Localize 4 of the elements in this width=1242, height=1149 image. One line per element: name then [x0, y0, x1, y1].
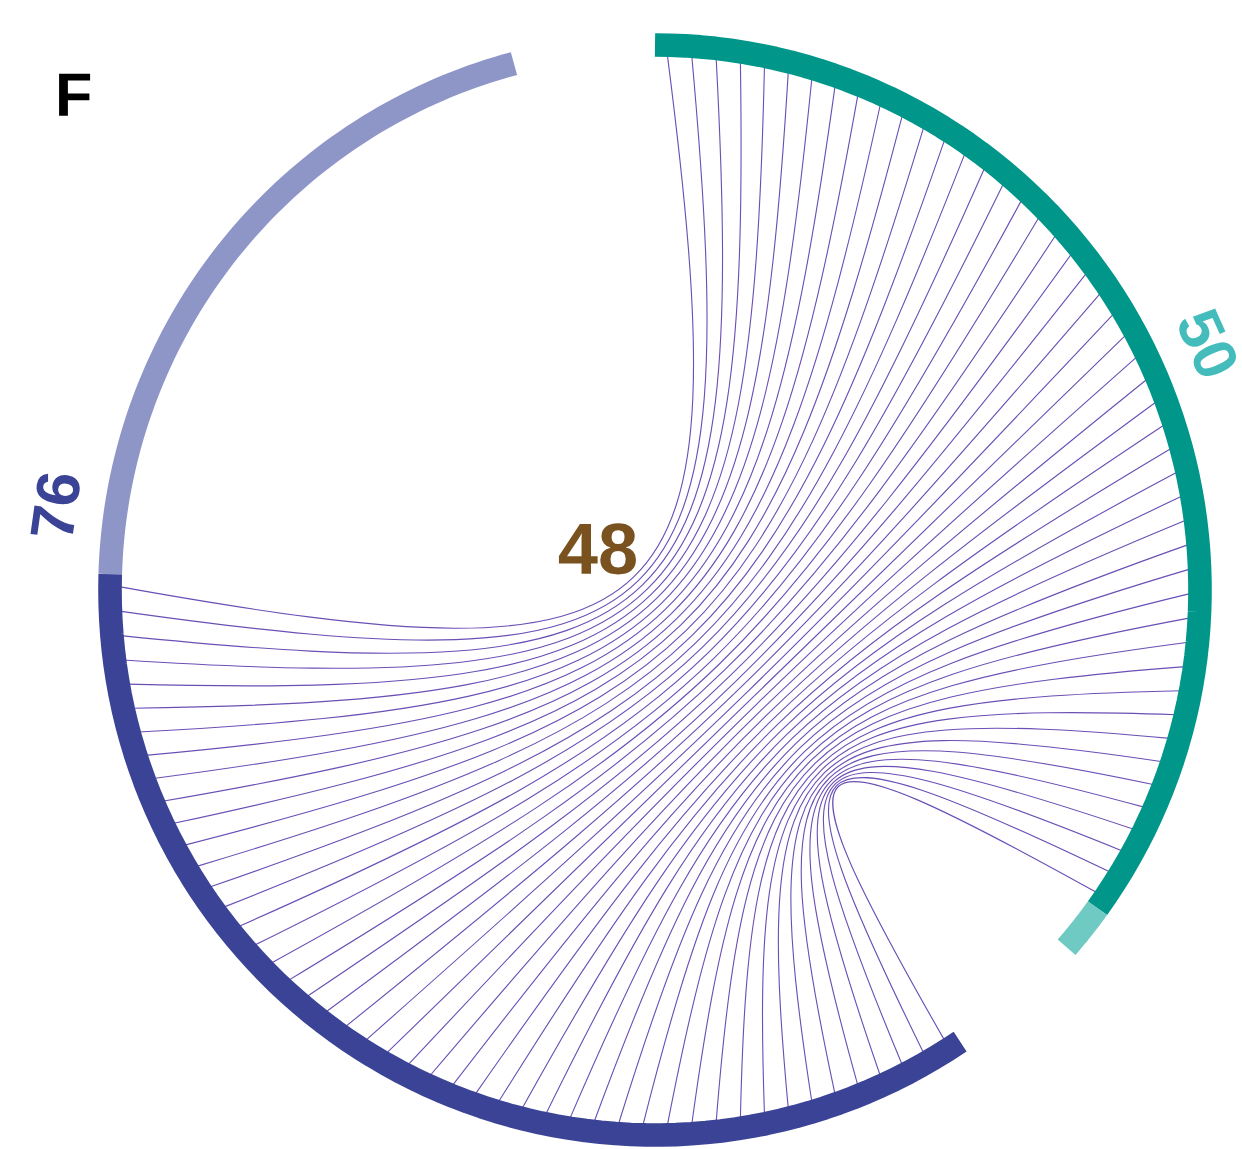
data-label: 50	[1175, 305, 1241, 382]
data-label: 48	[558, 523, 636, 575]
data-label: 76	[29, 471, 82, 540]
text: F	[59, 73, 91, 116]
